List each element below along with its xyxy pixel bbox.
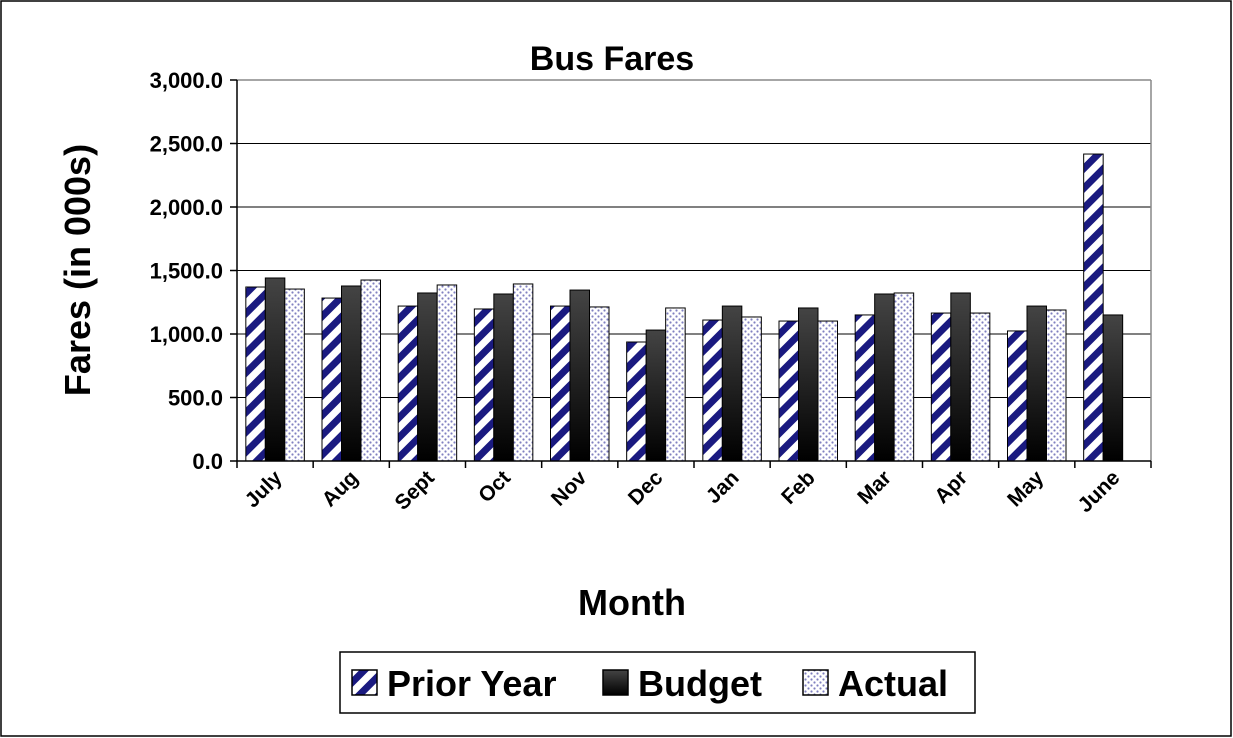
bar — [569, 289, 590, 462]
bar — [665, 307, 686, 462]
chart-title: Bus Fares — [530, 40, 694, 78]
bar — [264, 277, 286, 462]
legend-box — [339, 651, 976, 714]
y-tick-label: 1,000.0 — [150, 322, 223, 347]
legend-label: Actual — [838, 663, 948, 704]
y-tick-label: 2,000.0 — [150, 195, 223, 220]
y-tick-label: 3,000.0 — [150, 68, 223, 93]
bar — [950, 292, 971, 462]
bar — [854, 314, 876, 462]
y-tick-label: 1,500.0 — [150, 259, 223, 284]
bar — [245, 286, 266, 462]
bar — [589, 306, 610, 462]
bar — [721, 305, 743, 462]
bar — [397, 305, 419, 462]
bar — [512, 283, 534, 462]
y-tick-label: 500.0 — [168, 386, 223, 411]
legend-label: Budget — [638, 663, 762, 704]
legend-swatch — [602, 669, 629, 696]
y-axis-label: Fares (in 000s) — [57, 144, 98, 396]
legend-label: Prior Year — [387, 663, 556, 704]
bar — [436, 284, 458, 462]
bar — [645, 329, 667, 462]
bar — [1083, 153, 1104, 462]
bar — [284, 288, 305, 462]
bar — [778, 320, 799, 462]
bar — [626, 341, 647, 462]
bar — [893, 292, 915, 462]
bar — [493, 293, 514, 462]
legend-swatch — [351, 669, 378, 696]
bar — [741, 316, 762, 462]
bar — [1102, 314, 1124, 462]
bar — [360, 279, 381, 462]
bar — [341, 285, 362, 462]
bar — [930, 312, 952, 462]
bar — [874, 293, 895, 462]
bar — [1046, 309, 1067, 462]
bar — [702, 319, 723, 462]
bar — [798, 307, 819, 462]
bar — [473, 308, 495, 462]
bar — [969, 312, 991, 462]
y-tick-label: 2,500.0 — [150, 132, 223, 157]
y-tick-label: 0.0 — [192, 449, 223, 474]
bar — [550, 305, 571, 462]
bar — [1007, 330, 1028, 462]
legend-swatch — [802, 669, 829, 696]
bar — [1026, 305, 1047, 462]
bar — [321, 297, 342, 462]
bar — [817, 320, 838, 462]
x-axis-label: Month — [578, 582, 686, 623]
bar — [417, 292, 438, 462]
